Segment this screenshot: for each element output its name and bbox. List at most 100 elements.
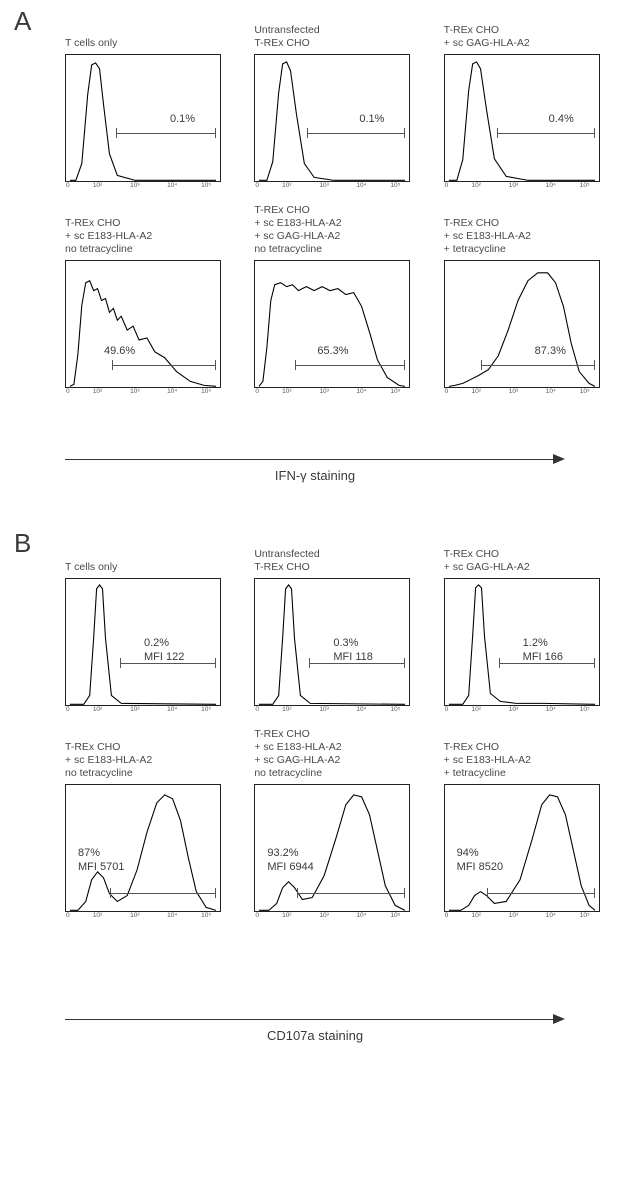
- gate-line: [295, 365, 405, 366]
- histogram-plot: 0.3% MFI 118 010²10³10⁴10⁵: [254, 578, 410, 706]
- gate-tick: [594, 658, 595, 668]
- gate-tick: [594, 888, 595, 898]
- gate-tick: [120, 658, 121, 668]
- x-ticks: 010²10³10⁴10⁵: [445, 705, 599, 713]
- gate-percent: 0.4%: [549, 113, 574, 125]
- plot-title: T-REx CHO + sc E183-HLA-A2 + tetracyclin…: [444, 726, 604, 780]
- panel-b-grid: T cells only 0.2% MFI 122 010²10³10⁴10⁵ …: [65, 534, 605, 912]
- gate-tick: [404, 888, 405, 898]
- x-ticks: 010²10³10⁴10⁵: [66, 911, 220, 919]
- gate-tick: [297, 888, 298, 898]
- plot-title: T-REx CHO + sc E183-HLA-A2 no tetracycli…: [65, 726, 225, 780]
- histogram-svg: [255, 261, 409, 387]
- x-ticks: 010²10³10⁴10⁵: [255, 705, 409, 713]
- plot-cell: T-REx CHO + sc GAG-HLA-A2 1.2% MFI 166 0…: [444, 534, 604, 706]
- gate-line: [497, 133, 595, 134]
- gate-tick: [404, 360, 405, 370]
- histogram-plot: 0.2% MFI 122 010²10³10⁴10⁵: [65, 578, 221, 706]
- gate-tick: [116, 128, 117, 138]
- gate-tick: [594, 360, 595, 370]
- x-ticks: 010²10³10⁴10⁵: [66, 181, 220, 189]
- histogram-plot: 49.6% 010²10³10⁴10⁵: [65, 260, 221, 388]
- gate-tick: [112, 360, 113, 370]
- plot-cell: T-REx CHO + sc E183-HLA-A2 no tetracycli…: [65, 726, 225, 912]
- x-ticks: 010²10³10⁴10⁵: [445, 911, 599, 919]
- gate-tick: [404, 658, 405, 668]
- x-ticks: 010²10³10⁴10⁵: [66, 387, 220, 395]
- plot-cell: Untransfected T-REx CHO 0.3% MFI 118 010…: [254, 534, 414, 706]
- plot-title: T-REx CHO + sc E183-HLA-A2 + sc GAG-HLA-…: [254, 726, 414, 780]
- gate-percent: 0.1%: [359, 113, 384, 125]
- plot-title: Untransfected T-REx CHO: [254, 534, 414, 574]
- histogram-plot: 1.2% MFI 166 010²10³10⁴10⁵: [444, 578, 600, 706]
- gate-line: [120, 663, 216, 664]
- gate-mfi: MFI 166: [523, 651, 563, 663]
- plot-cell: T-REx CHO + sc E183-HLA-A2 + sc GAG-HLA-…: [254, 202, 414, 388]
- gate-mfi: MFI 122: [144, 651, 184, 663]
- plot-cell: T-REx CHO + sc E183-HLA-A2 + sc GAG-HLA-…: [254, 726, 414, 912]
- gate-tick: [594, 128, 595, 138]
- gate-tick: [307, 128, 308, 138]
- panel-a-axis: IFN-γ staining: [65, 452, 565, 483]
- histogram-plot: 93.2% MFI 6944 010²10³10⁴10⁵: [254, 784, 410, 912]
- gate-line: [112, 365, 216, 366]
- histogram-svg: [66, 579, 220, 705]
- gate-line: [481, 365, 595, 366]
- gate-percent: 0.3%: [333, 637, 358, 649]
- gate-tick: [215, 360, 216, 370]
- gate-tick: [110, 888, 111, 898]
- histogram-svg: [255, 55, 409, 181]
- gate-tick: [481, 360, 482, 370]
- gate-percent: 49.6%: [104, 345, 135, 357]
- gate-mfi: MFI 5701: [78, 861, 124, 873]
- gate-tick: [404, 128, 405, 138]
- plot-cell: T-REx CHO + sc E183-HLA-A2 no tetracycli…: [65, 202, 225, 388]
- plot-title: Untransfected T-REx CHO: [254, 10, 414, 50]
- gate-line: [297, 893, 405, 894]
- axis-arrow: [65, 1012, 565, 1026]
- histogram-svg: [66, 261, 220, 387]
- gate-percent: 87.3%: [535, 345, 566, 357]
- histogram-plot: 87% MFI 5701 010²10³10⁴10⁵: [65, 784, 221, 912]
- gate-percent: 65.3%: [317, 345, 348, 357]
- gate-percent: 0.2%: [144, 637, 169, 649]
- histogram-svg: [445, 261, 599, 387]
- x-ticks: 010²10³10⁴10⁵: [255, 387, 409, 395]
- plot-cell: T cells only 0.2% MFI 122 010²10³10⁴10⁵: [65, 534, 225, 706]
- plot-cell: T-REx CHO + sc E183-HLA-A2 + tetracyclin…: [444, 202, 604, 388]
- panel-a-grid: T cells only 0.1% 010²10³10⁴10⁵ Untransf…: [65, 10, 605, 388]
- histogram-plot: 0.4% 010²10³10⁴10⁵: [444, 54, 600, 182]
- histogram-svg: [445, 55, 599, 181]
- histogram-svg: [66, 55, 220, 181]
- plot-title: T cells only: [65, 10, 225, 50]
- histogram-plot: 0.1% 010²10³10⁴10⁵: [65, 54, 221, 182]
- histogram-plot: 94% MFI 8520 010²10³10⁴10⁵: [444, 784, 600, 912]
- gate-percent: 0.1%: [170, 113, 195, 125]
- axis-label: IFN-γ staining: [65, 468, 565, 483]
- gate-line: [487, 893, 595, 894]
- plot-title: T-REx CHO + sc GAG-HLA-A2: [444, 10, 604, 50]
- plot-cell: T-REx CHO + sc GAG-HLA-A2 0.4% 010²10³10…: [444, 10, 604, 182]
- gate-tick: [215, 128, 216, 138]
- gate-line: [110, 893, 216, 894]
- gate-percent: 94%: [457, 847, 479, 859]
- gate-mfi: MFI 6944: [267, 861, 313, 873]
- plot-title: T-REx CHO + sc E183-HLA-A2 + tetracyclin…: [444, 202, 604, 256]
- plot-cell: T cells only 0.1% 010²10³10⁴10⁵: [65, 10, 225, 182]
- gate-percent: 87%: [78, 847, 100, 859]
- histogram-plot: 0.1% 010²10³10⁴10⁵: [254, 54, 410, 182]
- gate-tick: [309, 658, 310, 668]
- gate-tick: [295, 360, 296, 370]
- x-ticks: 010²10³10⁴10⁵: [255, 181, 409, 189]
- gate-tick: [499, 658, 500, 668]
- histogram-svg: [445, 579, 599, 705]
- x-ticks: 010²10³10⁴10⁵: [445, 387, 599, 395]
- plot-title: T-REx CHO + sc GAG-HLA-A2: [444, 534, 604, 574]
- x-ticks: 010²10³10⁴10⁵: [445, 181, 599, 189]
- histogram-plot: 65.3% 010²10³10⁴10⁵: [254, 260, 410, 388]
- gate-percent: 93.2%: [267, 847, 298, 859]
- gate-tick: [215, 658, 216, 668]
- x-ticks: 010²10³10⁴10⁵: [66, 705, 220, 713]
- plot-cell: Untransfected T-REx CHO 0.1% 010²10³10⁴1…: [254, 10, 414, 182]
- histogram-plot: 87.3% 010²10³10⁴10⁵: [444, 260, 600, 388]
